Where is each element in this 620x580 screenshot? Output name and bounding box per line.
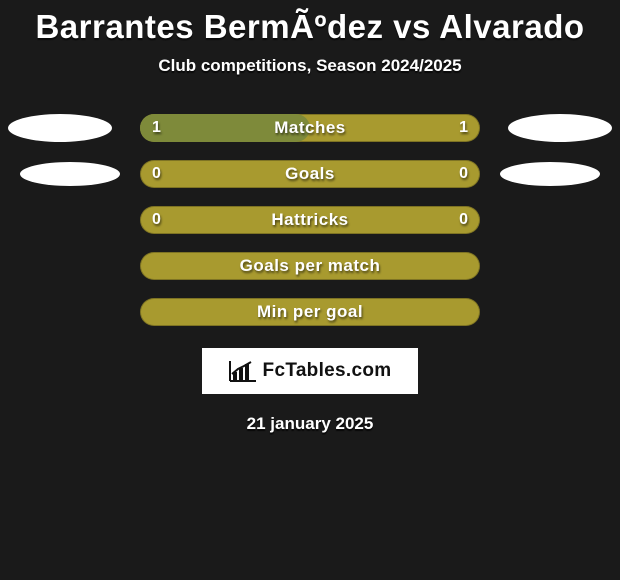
page-subtitle: Club competitions, Season 2024/2025 [0,56,620,76]
stat-bar: Min per goal [140,298,480,326]
stat-value-right: 0 [459,165,468,183]
stat-label: Min per goal [257,302,363,322]
player-avatar-right [500,162,600,186]
stat-row: Min per goal [0,298,620,326]
page-title: Barrantes BermÃºdez vs Alvarado [0,6,620,56]
stat-bar: 0 Goals 0 [140,160,480,188]
stat-bar: 1 Matches 1 [140,114,480,142]
stat-label: Matches [274,118,346,138]
comparison-infographic: Barrantes BermÃºdez vs Alvarado Club com… [0,0,620,434]
stat-rows: 1 Matches 1 0 Goals 0 0 Hattricks 0 Goals per mat… [0,114,620,326]
stat-label: Goals per match [240,256,381,276]
player-avatar-right [508,114,612,142]
snapshot-date: 21 january 2025 [0,414,620,434]
stat-label: Hattricks [271,210,348,230]
source-logo-text: FcTables.com [263,360,392,382]
stat-row: Goals per match [0,252,620,280]
source-logo: FcTables.com [202,348,418,394]
barchart-icon [229,360,257,382]
stat-value-right: 1 [459,119,468,137]
stat-bar: 0 Hattricks 0 [140,206,480,234]
stat-value-left: 0 [152,211,161,229]
stat-bar: Goals per match [140,252,480,280]
stat-value-right: 0 [459,211,468,229]
player-avatar-left [8,114,112,142]
player-avatar-left [20,162,120,186]
stat-label: Goals [285,164,335,184]
stat-value-left: 0 [152,165,161,183]
stat-row: 0 Hattricks 0 [0,206,620,234]
stat-row: 0 Goals 0 [0,160,620,188]
stat-value-left: 1 [152,119,161,137]
stat-row: 1 Matches 1 [0,114,620,142]
